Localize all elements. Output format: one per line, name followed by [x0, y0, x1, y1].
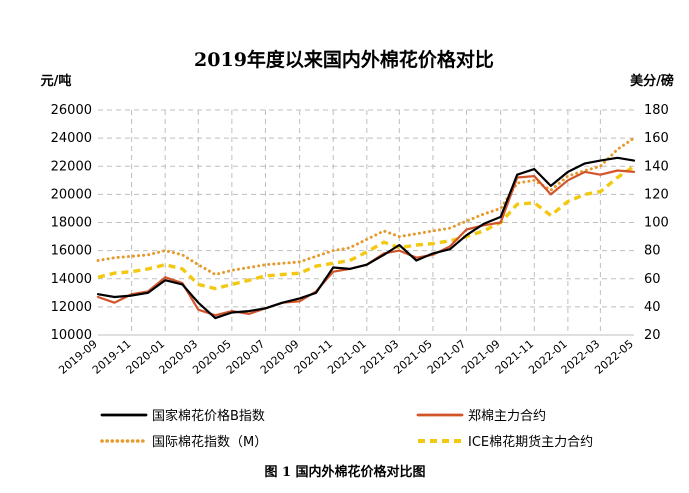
right-tick-label: 160 [644, 131, 669, 146]
right-tick-label: 40 [644, 300, 661, 315]
legend-label-3: ICE棉花期货主力合约 [468, 434, 593, 450]
legend-label-0: 国家棉花价格B指数 [152, 408, 265, 424]
axes: 10000 12000 14000 16000 18000 20000 22000 24000… [51, 103, 669, 377]
series-line-3 [97, 164, 635, 291]
right-tick-label: 60 [644, 272, 661, 287]
series-lines [96, 136, 636, 320]
right-tick-label: 120 [644, 187, 669, 202]
grid [98, 109, 634, 335]
series-line-1 [96, 169, 636, 317]
legend-label-2: 国际棉花指数（M） [152, 434, 267, 450]
left-tick-label: 26000 [51, 103, 92, 118]
right-tick-label: 100 [644, 216, 669, 231]
right-tick-label: 80 [644, 244, 661, 259]
right-tick-label: 140 [644, 159, 669, 174]
series-line-0 [96, 156, 636, 320]
left-tick-label: 16000 [51, 244, 92, 259]
left-tick-label: 18000 [51, 216, 92, 231]
legend-label-1: 郑棉主力合约 [468, 409, 546, 424]
left-tick-label: 22000 [51, 159, 92, 174]
left-tick-label: 24000 [51, 131, 92, 146]
chart-title: 2019年度以来国内外棉花价格对比 [194, 48, 494, 71]
left-tick-label: 10000 [51, 328, 92, 343]
series-line-2 [96, 136, 636, 276]
left-tick-label: 12000 [51, 300, 92, 315]
right-axis-unit: 美分/磅 [630, 73, 674, 89]
left-axis-unit: 元/吨 [41, 73, 72, 89]
figure-caption: 图 1 国内外棉花价格对比图 [264, 464, 425, 480]
left-tick-label: 14000 [51, 272, 92, 287]
left-tick-label: 20000 [51, 187, 92, 202]
right-tick-label: 20 [644, 328, 661, 343]
right-tick-label: 180 [644, 103, 669, 118]
